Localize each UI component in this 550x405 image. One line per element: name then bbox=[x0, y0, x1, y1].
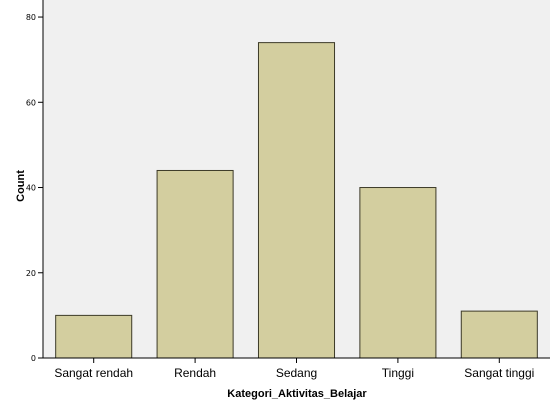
bar-sedang bbox=[257, 42, 336, 359]
bar-sangat-tinggi bbox=[460, 310, 538, 359]
x-tick-label: Sangat rendah bbox=[54, 366, 133, 380]
y-tick-label: 60 bbox=[26, 98, 36, 107]
y-axis-title: Count bbox=[15, 170, 27, 202]
bar-sangat-rendah bbox=[55, 314, 133, 359]
bar-rendah bbox=[156, 169, 234, 359]
y-tick-label: 80 bbox=[26, 13, 36, 22]
y-tick-label: 0 bbox=[31, 354, 36, 363]
bars-group bbox=[55, 42, 538, 359]
x-tick-label: Rendah bbox=[174, 366, 216, 380]
y-ticks-group: 0 20 40 60 80 bbox=[26, 13, 43, 363]
bar-tinggi bbox=[359, 187, 437, 359]
y-tick-label: 20 bbox=[26, 269, 36, 278]
x-axis-title: Kategori_Aktivitas_Belajar bbox=[227, 388, 367, 400]
x-tick-label: Sangat tinggi bbox=[464, 366, 534, 380]
x-tick-label: Tinggi bbox=[382, 366, 414, 380]
x-tick-label: Sedang bbox=[276, 366, 317, 380]
x-ticks-group: Sangat rendah Rendah Sedang Tinggi Sangat ti… bbox=[54, 358, 534, 380]
y-tick-label: 40 bbox=[26, 184, 36, 193]
